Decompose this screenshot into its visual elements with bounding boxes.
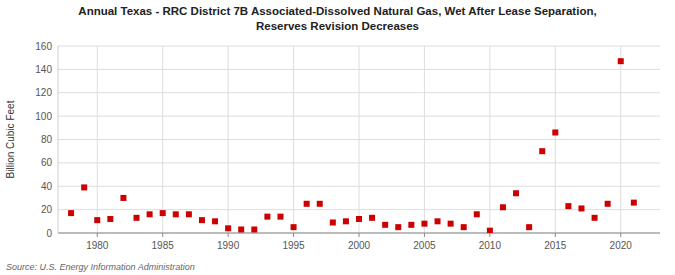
point — [408, 222, 414, 228]
point — [330, 219, 336, 225]
point — [238, 226, 244, 232]
y-tick-label: 160 — [35, 41, 52, 52]
point — [120, 195, 126, 201]
x-tick — [359, 233, 360, 237]
x-axis-line — [58, 233, 660, 234]
x-tick — [424, 233, 425, 237]
point — [251, 226, 257, 232]
point — [356, 216, 362, 222]
x-tick-label: 2005 — [413, 240, 436, 251]
x-grid-line — [293, 46, 294, 233]
x-tick-label: 1980 — [86, 240, 109, 251]
y-grid-line — [58, 233, 660, 234]
x-tick — [555, 233, 556, 237]
point — [173, 211, 179, 217]
point — [513, 190, 519, 196]
point — [448, 221, 454, 227]
point — [186, 211, 192, 217]
x-tick — [620, 233, 621, 237]
point — [134, 215, 140, 221]
point — [539, 148, 545, 154]
point — [487, 228, 493, 233]
point — [317, 201, 323, 207]
point — [618, 58, 624, 64]
x-tick-label: 2000 — [348, 240, 371, 251]
y-tick-label: 20 — [41, 204, 53, 215]
x-grid-line — [555, 46, 556, 233]
point — [291, 224, 297, 230]
source-note: Source: U.S. Energy Information Administ… — [6, 262, 195, 272]
points — [68, 58, 637, 233]
y-tick-label: 60 — [41, 157, 53, 168]
point — [382, 222, 388, 228]
x-grid-line — [97, 46, 98, 233]
point — [605, 201, 611, 207]
grid — [58, 46, 660, 233]
x-tick-label: 1985 — [152, 240, 175, 251]
point — [461, 224, 467, 230]
y-tick-label: 80 — [41, 134, 53, 145]
point — [565, 203, 571, 209]
x-tick-label: 2020 — [610, 240, 633, 251]
x-grid-line — [359, 46, 360, 233]
point — [107, 216, 113, 222]
x-tick-label: 2015 — [544, 240, 567, 251]
x-tick — [293, 233, 294, 237]
point — [474, 211, 480, 217]
point — [225, 225, 231, 231]
point — [395, 224, 401, 230]
point — [304, 201, 310, 207]
y-tick-label: 140 — [35, 64, 52, 75]
x-tick-label: 2010 — [479, 240, 502, 251]
x-grid-line — [489, 46, 490, 233]
point — [500, 204, 506, 210]
subtitle: Reserves Revision Decreases — [256, 20, 419, 32]
y-tick-label: 0 — [46, 228, 52, 239]
y-axis-label: Billion Cubic Feet — [5, 100, 16, 178]
point — [552, 129, 558, 135]
point — [94, 217, 100, 223]
point — [631, 200, 637, 206]
point — [421, 221, 427, 227]
point — [264, 214, 270, 220]
x-grid-line — [620, 46, 621, 233]
point — [68, 210, 74, 216]
point — [526, 224, 532, 230]
point — [81, 184, 87, 190]
chart-container: Annual Texas - RRC District 7B Associate… — [0, 0, 675, 275]
y-tick-label: 100 — [35, 111, 52, 122]
y-axis-line — [58, 46, 59, 233]
x-grid-line — [162, 46, 163, 233]
point — [343, 218, 349, 224]
y-tick-label: 40 — [41, 181, 53, 192]
chart-svg: Annual Texas - RRC District 7B Associate… — [0, 0, 675, 275]
point — [435, 218, 441, 224]
x-tick-label: 1995 — [282, 240, 305, 251]
point — [369, 215, 375, 221]
x-tick — [228, 233, 229, 237]
title: Annual Texas - RRC District 7B Associate… — [78, 5, 596, 17]
x-tick-label: 1990 — [217, 240, 240, 251]
y-tick-label: 120 — [35, 87, 52, 98]
x-grid-line — [424, 46, 425, 233]
point — [212, 218, 218, 224]
point — [199, 217, 205, 223]
point — [592, 215, 598, 221]
x-tick — [162, 233, 163, 237]
x-grid-line — [228, 46, 229, 233]
x-tick — [489, 233, 490, 237]
point — [578, 205, 584, 211]
x-tick — [97, 233, 98, 237]
axes: 0 20 40 60 80 100 120 140 160 1980 1985 1990 1995 200… — [35, 41, 660, 252]
point — [147, 211, 153, 217]
point — [160, 210, 166, 216]
point — [277, 214, 283, 220]
